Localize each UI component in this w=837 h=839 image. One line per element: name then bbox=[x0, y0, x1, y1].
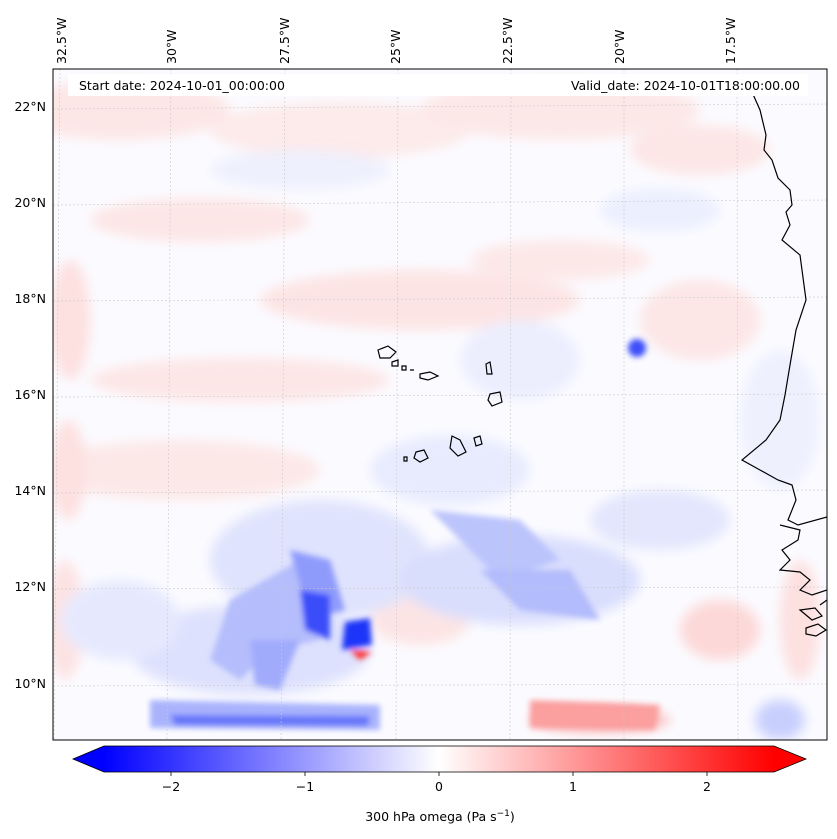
colorbar-outline bbox=[71, 745, 808, 773]
valid-date-text: Valid_date: 2024-10-01T18:00:00.00 bbox=[571, 78, 800, 93]
header-box bbox=[68, 74, 808, 96]
lon-label: 20°W bbox=[612, 29, 627, 64]
colorbar-label: 300 hPa omega (Pa s−1) bbox=[365, 809, 515, 824]
lon-label: 27.5°W bbox=[277, 18, 292, 64]
colorbar: −2 −1 0 1 2 300 hPa omega (Pa s−1) bbox=[71, 745, 808, 824]
lat-label: 16°N bbox=[14, 387, 46, 402]
colorbar-tick-label: −2 bbox=[162, 779, 180, 794]
colorbar-max-extend bbox=[774, 746, 806, 772]
lon-label: 32.5°W bbox=[54, 18, 69, 64]
map-frame bbox=[52, 68, 828, 741]
colorbar-min-extend bbox=[73, 746, 104, 772]
gridlines bbox=[53, 69, 827, 740]
africa-coastline bbox=[740, 91, 827, 526]
colorbar-tick-label: −1 bbox=[296, 779, 314, 794]
lon-label: 30°W bbox=[164, 29, 179, 64]
lon-label: 25°W bbox=[388, 29, 403, 64]
coastlines bbox=[377, 91, 827, 637]
lon-label: 22.5°W bbox=[500, 18, 515, 64]
lat-label: 14°N bbox=[14, 483, 46, 498]
lat-label: 12°N bbox=[14, 579, 46, 594]
start-date-text: Start date: 2024-10-01_00:00:00 bbox=[79, 78, 285, 93]
omega-field bbox=[53, 80, 820, 740]
colorbar-tick-label: 2 bbox=[703, 779, 711, 794]
colorbar-tick-label: 1 bbox=[569, 779, 577, 794]
lat-label: 10°N bbox=[14, 676, 46, 691]
lat-label: 18°N bbox=[14, 291, 46, 306]
colorbar-gradient bbox=[104, 746, 774, 772]
longitude-labels: 32.5°W 30°W 27.5°W 25°W 22.5°W 20°W 17.5… bbox=[54, 18, 738, 64]
map-panel: Start date: 2024-10-01_00:00:00 Valid_da… bbox=[53, 69, 827, 740]
lon-label: 17.5°W bbox=[723, 18, 738, 64]
colorbar-tick-label: 0 bbox=[435, 779, 443, 794]
lat-label: 20°N bbox=[14, 195, 46, 210]
cape-verde-islands bbox=[377, 345, 503, 463]
lat-label: 22°N bbox=[14, 99, 46, 114]
latitude-labels: 22°N 20°N 18°N 16°N 14°N 12°N 10°N bbox=[14, 99, 46, 691]
